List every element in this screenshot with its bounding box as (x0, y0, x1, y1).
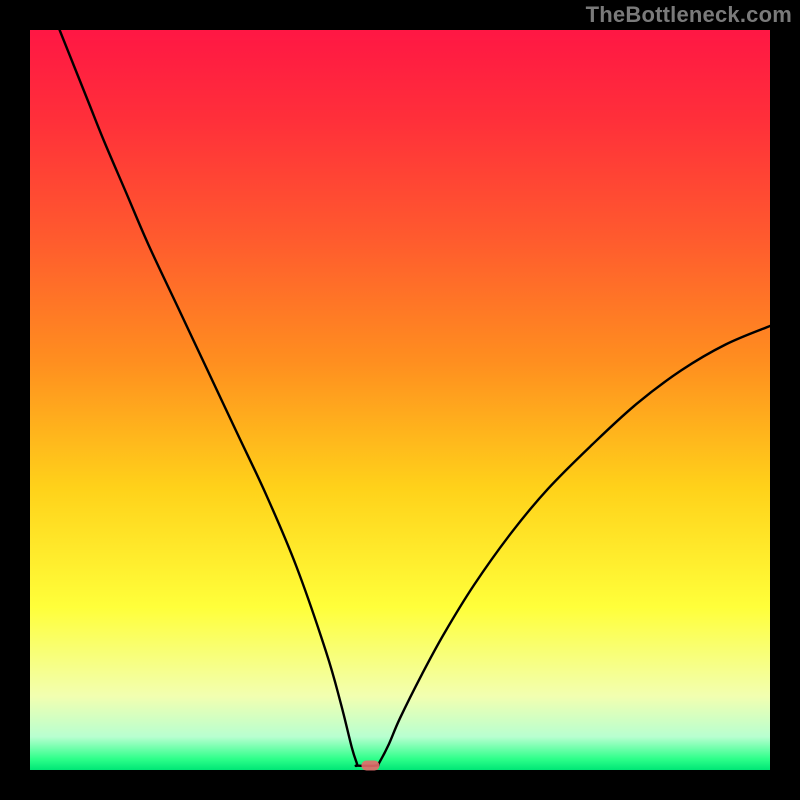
bottleneck-chart (0, 0, 800, 800)
watermark-text: TheBottleneck.com (586, 2, 792, 28)
plot-background (30, 30, 770, 770)
valley-marker (361, 761, 379, 771)
